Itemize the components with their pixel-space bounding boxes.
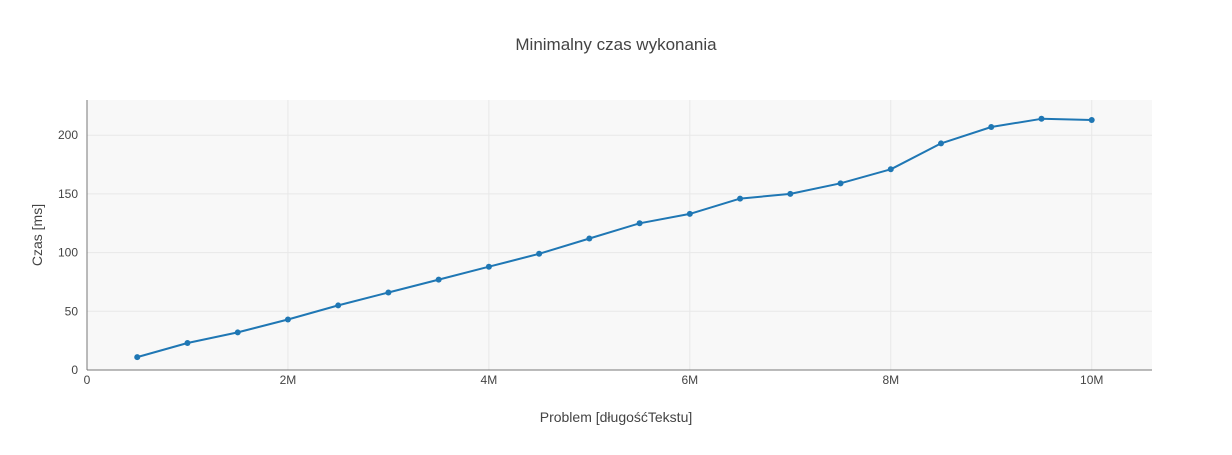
data-point [1038,115,1045,122]
x-tick-label: 2M [280,373,297,387]
data-point [636,220,643,227]
x-tick-label: 6M [681,373,698,387]
x-tick-label: 0 [84,373,91,387]
data-point [686,210,693,217]
data-point [385,289,392,296]
y-tick-label: 150 [58,187,78,201]
series-line [136,117,1092,359]
data-point [787,190,794,197]
y-tick-label: 0 [71,363,78,377]
data-point [134,354,141,361]
data-point [335,302,342,309]
data-point [536,250,543,257]
x-tick-label: 4M [481,373,498,387]
data-point [284,316,291,323]
grid-lines [87,100,1152,370]
x-tick-label: 10M [1080,373,1103,387]
data-point [234,329,241,336]
data-point [837,180,844,187]
data-series [134,115,1095,361]
data-point [988,124,995,130]
data-point [887,166,894,173]
data-point [435,276,442,283]
y-tick-label: 200 [58,128,78,142]
y-tick-label: 50 [65,304,79,318]
data-point [737,195,744,202]
tick-labels: 0 2M 4M 6M 8M 10M 0 50 100 150 200 [58,128,1103,387]
data-point [938,140,945,147]
chart-title: Minimalny czas wykonania [515,35,717,54]
x-tick-label: 8M [882,373,899,387]
y-tick-label: 100 [58,246,78,260]
data-point [586,235,593,242]
data-point [184,340,191,346]
x-axis-title: Problem [długośćTekstu] [540,409,693,425]
data-point [1088,116,1095,123]
data-point [485,263,492,270]
y-axis-title: Czas [ms] [29,204,45,266]
